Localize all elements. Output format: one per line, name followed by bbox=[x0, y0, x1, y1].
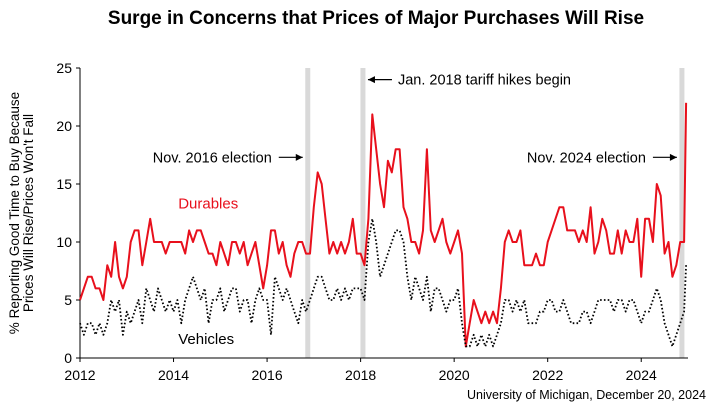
series-line-durables bbox=[79, 102, 688, 348]
y-axis-label-group: % Reporting Good Time to Buy Because Pri… bbox=[7, 92, 36, 334]
y-axis-label-line1: % Reporting Good Time to Buy Because bbox=[7, 92, 22, 334]
y-tick-label: 15 bbox=[56, 176, 72, 192]
series-label-durables: Durables bbox=[178, 195, 238, 212]
annotation-arrowhead bbox=[295, 153, 303, 161]
x-tick-label: 2024 bbox=[626, 367, 657, 383]
x-tick-label: 2012 bbox=[64, 367, 95, 383]
series-line-vehicles bbox=[79, 217, 687, 348]
x-tick-label: 2016 bbox=[251, 367, 282, 383]
y-tick-label: 5 bbox=[64, 292, 72, 308]
y-axis-label-line2: Prices Will Rise/Prices Won't Fall bbox=[21, 114, 36, 312]
x-tick-label: 2018 bbox=[345, 367, 376, 383]
x-ticks: 2012 2014 2016 2018 2020 2022 2024 bbox=[64, 358, 657, 383]
annotation-label: Jan. 2018 tariff hikes begin bbox=[398, 73, 571, 89]
y-tick-label: 25 bbox=[56, 60, 72, 76]
series-label-vehicles: Vehicles bbox=[178, 331, 234, 348]
series-group bbox=[79, 102, 688, 348]
source-note: University of Michigan, December 20, 202… bbox=[467, 388, 706, 402]
y-tick-label: 20 bbox=[56, 118, 72, 134]
annotation-arrowhead bbox=[367, 76, 375, 84]
x-tick-label: 2020 bbox=[439, 367, 470, 383]
x-tick-label: 2014 bbox=[158, 367, 189, 383]
annotations: Nov. 2016 election Jan. 2018 tariff hikes… bbox=[153, 73, 677, 166]
y-tick-label: 0 bbox=[64, 350, 72, 366]
vertical-marker-band bbox=[679, 68, 685, 358]
chart-title: Surge in Concerns that Prices of Major P… bbox=[108, 8, 644, 29]
series-labels: Durables Vehicles bbox=[178, 195, 238, 348]
vertical-markers bbox=[305, 68, 685, 358]
axes bbox=[79, 68, 688, 359]
vertical-marker-band bbox=[305, 68, 311, 358]
annotation-label: Nov. 2016 election bbox=[153, 150, 272, 166]
annotation-label: Nov. 2024 election bbox=[527, 150, 646, 166]
annotation-arrowhead bbox=[669, 153, 677, 161]
x-tick-label: 2022 bbox=[532, 367, 563, 383]
vertical-marker-band bbox=[360, 68, 366, 358]
y-ticks: 0 5 10 15 20 25 bbox=[56, 60, 80, 366]
y-tick-label: 10 bbox=[56, 234, 72, 250]
